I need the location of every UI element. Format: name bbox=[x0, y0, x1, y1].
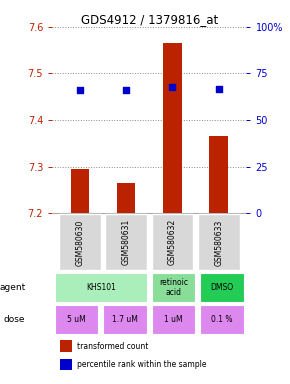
Point bbox=[124, 87, 128, 93]
FancyBboxPatch shape bbox=[103, 305, 147, 334]
Text: 1.7 uM: 1.7 uM bbox=[112, 315, 138, 324]
FancyBboxPatch shape bbox=[198, 214, 240, 270]
Bar bbox=[60, 359, 72, 370]
Point bbox=[170, 84, 175, 91]
Text: 0.1 %: 0.1 % bbox=[211, 315, 233, 324]
Bar bbox=[163, 43, 182, 213]
Bar bbox=[209, 136, 228, 213]
Text: agent: agent bbox=[0, 283, 26, 292]
Text: 1 uM: 1 uM bbox=[164, 315, 183, 324]
Point bbox=[78, 87, 82, 93]
Bar bbox=[60, 341, 72, 352]
Text: dose: dose bbox=[4, 315, 26, 324]
Point bbox=[216, 86, 221, 93]
Bar bbox=[71, 169, 89, 213]
FancyBboxPatch shape bbox=[152, 273, 195, 302]
Text: GSM580630: GSM580630 bbox=[75, 219, 84, 266]
Text: percentile rank within the sample: percentile rank within the sample bbox=[77, 360, 207, 369]
FancyBboxPatch shape bbox=[152, 305, 195, 334]
FancyBboxPatch shape bbox=[200, 273, 244, 302]
FancyBboxPatch shape bbox=[152, 214, 193, 270]
Text: retinoic
acid: retinoic acid bbox=[159, 278, 188, 297]
Text: GSM580633: GSM580633 bbox=[214, 219, 223, 266]
FancyBboxPatch shape bbox=[59, 214, 101, 270]
Title: GDS4912 / 1379816_at: GDS4912 / 1379816_at bbox=[81, 13, 218, 26]
Text: transformed count: transformed count bbox=[77, 342, 149, 351]
Text: DMSO: DMSO bbox=[211, 283, 234, 292]
Text: GSM580631: GSM580631 bbox=[122, 219, 131, 265]
FancyBboxPatch shape bbox=[105, 214, 147, 270]
FancyBboxPatch shape bbox=[55, 273, 147, 302]
FancyBboxPatch shape bbox=[55, 305, 98, 334]
FancyBboxPatch shape bbox=[200, 305, 244, 334]
Text: KHS101: KHS101 bbox=[86, 283, 116, 292]
Bar bbox=[117, 183, 135, 213]
Text: 5 uM: 5 uM bbox=[67, 315, 86, 324]
Text: GSM580632: GSM580632 bbox=[168, 219, 177, 265]
